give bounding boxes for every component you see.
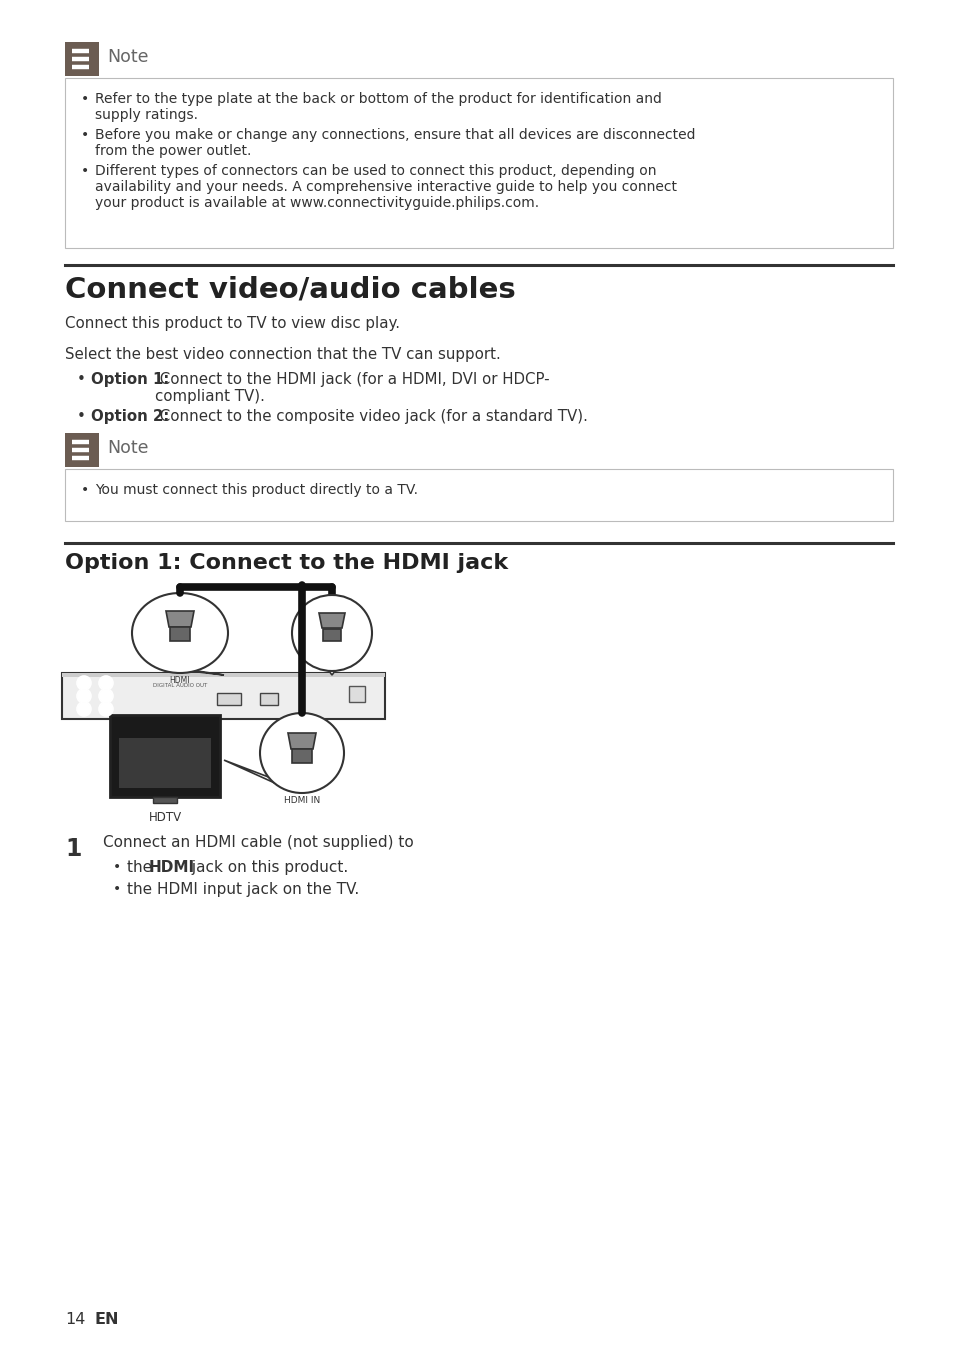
Text: •: •	[81, 91, 90, 106]
Text: Select the best video connection that the TV can support.: Select the best video connection that th…	[65, 347, 500, 362]
Polygon shape	[166, 611, 193, 627]
Text: Refer to the type plate at the back or bottom of the product for identification : Refer to the type plate at the back or b…	[95, 91, 661, 106]
Bar	[65, 42, 99, 77]
Text: EN: EN	[95, 1311, 119, 1328]
Text: •: •	[77, 409, 86, 424]
Text: Connect video/audio cables: Connect video/audio cables	[65, 274, 516, 303]
Text: Different types of connectors can be used to connect this product, depending on: Different types of connectors can be use…	[95, 164, 656, 178]
Bar	[152, 798, 177, 803]
Polygon shape	[288, 733, 315, 749]
Circle shape	[77, 677, 91, 690]
Text: Connect to the HDMI jack (for a HDMI, DVI or HDCP-: Connect to the HDMI jack (for a HDMI, DV…	[154, 373, 549, 387]
Bar	[292, 749, 312, 763]
Bar	[65, 469, 892, 521]
Text: the: the	[127, 859, 157, 876]
Text: •: •	[81, 483, 90, 498]
Circle shape	[77, 702, 91, 716]
Bar	[62, 672, 385, 720]
Ellipse shape	[132, 593, 228, 672]
Text: •: •	[112, 859, 121, 874]
Text: Note: Note	[107, 48, 149, 66]
Bar	[65, 78, 892, 247]
Bar	[216, 693, 241, 705]
Text: Connect to the composite video jack (for a standard TV).: Connect to the composite video jack (for…	[154, 409, 587, 424]
Text: Option 2:: Option 2:	[91, 409, 169, 424]
Polygon shape	[172, 668, 224, 675]
Bar	[65, 433, 99, 467]
Bar	[349, 686, 365, 702]
Circle shape	[99, 689, 112, 703]
Circle shape	[77, 689, 91, 703]
Text: 14: 14	[65, 1311, 85, 1328]
Bar	[62, 672, 385, 677]
Text: Connect an HDMI cable (not supplied) to: Connect an HDMI cable (not supplied) to	[103, 835, 414, 850]
Text: supply ratings.: supply ratings.	[95, 108, 198, 122]
Text: your product is available at www.connectivityguide.philips.com.: your product is available at www.connect…	[95, 196, 538, 210]
Polygon shape	[318, 613, 345, 628]
Text: Option 1:: Option 1:	[91, 373, 169, 387]
Bar	[323, 629, 340, 642]
Ellipse shape	[260, 713, 344, 794]
Bar	[119, 738, 211, 788]
Text: •: •	[112, 882, 121, 896]
Circle shape	[99, 677, 112, 690]
Bar	[110, 716, 220, 798]
Text: You must connect this product directly to a TV.: You must connect this product directly t…	[95, 483, 417, 498]
Text: •: •	[81, 164, 90, 178]
Text: HDMI: HDMI	[149, 859, 195, 876]
Text: Option 1: Connect to the HDMI jack: Option 1: Connect to the HDMI jack	[65, 553, 508, 573]
Text: Note: Note	[107, 438, 149, 457]
Bar	[260, 693, 277, 705]
Circle shape	[99, 702, 112, 716]
Text: •: •	[81, 128, 90, 143]
Bar	[170, 627, 190, 642]
Text: •: •	[77, 373, 86, 387]
Text: HDTV: HDTV	[149, 811, 181, 824]
Text: HDMI IN: HDMI IN	[284, 796, 320, 806]
Text: 1: 1	[65, 837, 81, 861]
Text: from the power outlet.: from the power outlet.	[95, 144, 251, 157]
Text: the HDMI input jack on the TV.: the HDMI input jack on the TV.	[127, 882, 359, 897]
Text: availability and your needs. A comprehensive interactive guide to help you conne: availability and your needs. A comprehen…	[95, 180, 677, 194]
Text: jack on this product.: jack on this product.	[187, 859, 348, 876]
Text: Connect this product to TV to view disc play.: Connect this product to TV to view disc …	[65, 316, 399, 331]
Text: HDMI: HDMI	[170, 677, 190, 685]
Ellipse shape	[292, 594, 372, 671]
Text: Before you make or change any connections, ensure that all devices are disconnec: Before you make or change any connection…	[95, 128, 695, 143]
Text: DIGITAL AUDIO OUT: DIGITAL AUDIO OUT	[152, 683, 207, 689]
Polygon shape	[224, 760, 299, 790]
Polygon shape	[326, 667, 337, 675]
Text: compliant TV).: compliant TV).	[154, 389, 265, 404]
